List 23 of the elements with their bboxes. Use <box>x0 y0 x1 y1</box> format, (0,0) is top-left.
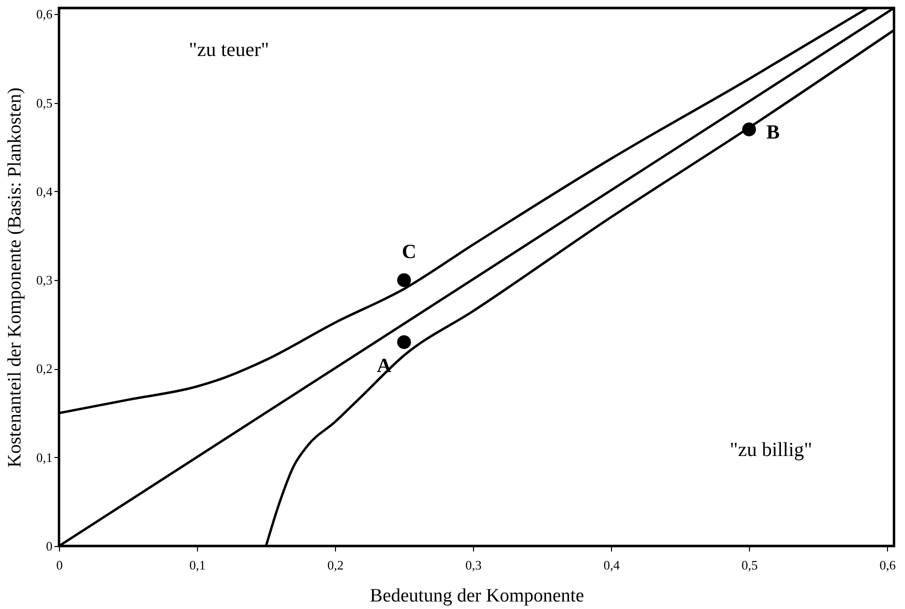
y-axis-title: Kostenanteil der Komponente (Basis: Plankosten) <box>4 88 26 468</box>
y-tick-label: 0 <box>46 538 52 554</box>
point <box>397 335 411 350</box>
series-label: C <box>402 241 416 264</box>
x-tick-label: 0,4 <box>603 558 620 572</box>
y-tick-label: 0,2 <box>36 361 52 376</box>
annotation: "zu billig" <box>730 439 812 461</box>
x-tick-label: 0,5 <box>741 558 758 572</box>
point <box>742 122 756 136</box>
x-axis-title: Bedeutung der Komponente <box>370 586 584 606</box>
series-label: B <box>766 121 780 144</box>
annotation: "zu teuer" <box>188 39 270 61</box>
x-tick-label: 0,3 <box>465 558 482 572</box>
x-tick-label: 0,6 <box>879 558 896 572</box>
y-tick-label: 0,3 <box>36 272 52 288</box>
x-tick-label: 0,1 <box>189 558 206 572</box>
x-tick-label: 0,2 <box>327 558 344 572</box>
y-tick-label: 0,1 <box>36 450 52 465</box>
point <box>397 273 411 287</box>
x-tick-label: 0 <box>56 558 63 572</box>
y-tick-label: 0,4 <box>36 184 53 199</box>
y-tick-label: 0,5 <box>36 95 52 110</box>
y-tick-label: 0,6 <box>36 6 53 22</box>
